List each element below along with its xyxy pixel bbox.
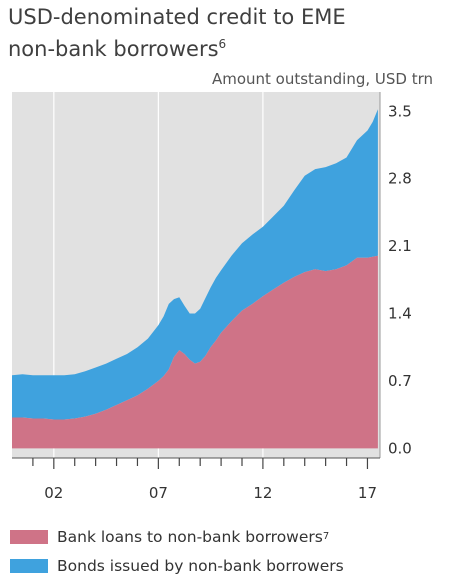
y-tick-label-1.4: 1.4 xyxy=(388,305,412,323)
legend: Bank loans to non-bank borrowers 7 Bonds … xyxy=(10,522,344,580)
series-area-bonds xyxy=(12,109,378,420)
legend-label-bonds: Bonds issued by non-bank borrowers xyxy=(57,556,344,575)
legend-footnote-bank-loans: 7 xyxy=(322,531,330,542)
x-tick-label-02: 02 xyxy=(44,484,63,502)
y-tick-label-0.0: 0.0 xyxy=(388,439,412,457)
title-footnote: 6 xyxy=(218,37,227,51)
y-tick-label-0.7: 0.7 xyxy=(388,372,412,390)
legend-item-bonds: Bonds issued by non-bank borrowers xyxy=(10,551,344,580)
series-area-bank-loans xyxy=(12,255,378,449)
y-tick-label-2.8: 2.8 xyxy=(388,170,412,188)
title-line-2-text: non-bank borrowers xyxy=(8,37,219,61)
legend-label-bank-loans: Bank loans to non-bank borrowers xyxy=(57,527,323,546)
chart-subtitle: Amount outstanding, USD trn xyxy=(211,70,433,88)
title-line-1: USD-denominated credit to EME xyxy=(8,5,346,29)
y-tick-label-2.1: 2.1 xyxy=(388,237,412,255)
title-line-2: non-bank borrowers6 xyxy=(8,31,346,63)
x-tick-label-17: 17 xyxy=(358,484,377,502)
legend-swatch-bank-loans xyxy=(10,529,48,544)
x-tick-label-12: 12 xyxy=(253,484,272,502)
chart-title: USD-denominated credit to EME non-bank b… xyxy=(8,4,346,63)
legend-item-bank-loans: Bank loans to non-bank borrowers 7 xyxy=(10,522,344,551)
x-tick-label-07: 07 xyxy=(149,484,168,502)
legend-swatch-bonds xyxy=(10,558,48,573)
y-tick-label-3.5: 3.5 xyxy=(388,102,412,120)
